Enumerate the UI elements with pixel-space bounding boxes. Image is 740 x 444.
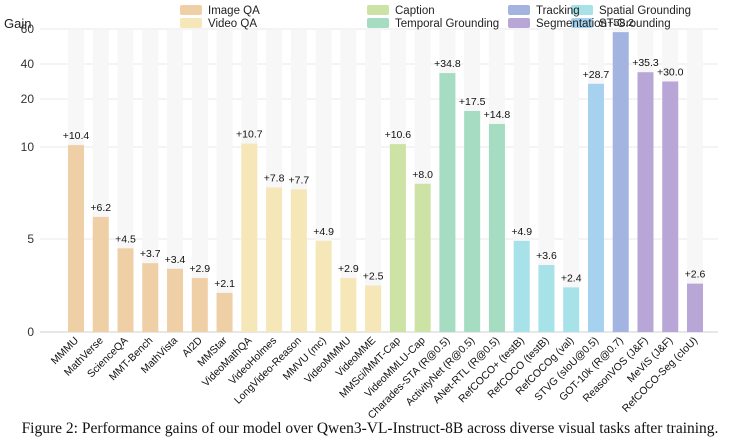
data-label: +8.0 xyxy=(412,169,433,181)
bar xyxy=(167,268,184,332)
data-label: +28.7 xyxy=(583,69,610,81)
bar xyxy=(365,285,382,332)
bar xyxy=(439,73,456,332)
bar xyxy=(117,248,134,332)
data-label: +4.9 xyxy=(313,226,334,238)
bar-background xyxy=(216,30,233,332)
data-label: +34.8 xyxy=(434,58,461,70)
bar xyxy=(191,278,208,332)
data-label: +2.4 xyxy=(561,272,582,284)
data-label: +35.3 xyxy=(632,57,659,69)
data-label: +2.1 xyxy=(214,278,235,290)
legend-label: Temporal Grounding xyxy=(395,18,499,30)
data-label: +30.0 xyxy=(657,67,684,79)
legend-label: Caption xyxy=(395,5,435,17)
bar-background xyxy=(365,30,382,332)
data-label: +4.9 xyxy=(511,226,532,238)
x-tick-labels: MMMUMathVerseScienceQAMMT-BenchMathVista… xyxy=(49,334,700,420)
bar xyxy=(488,123,505,333)
bar xyxy=(315,240,332,332)
bar xyxy=(92,216,109,332)
legend-label: Image QA xyxy=(208,5,260,17)
y-tick-label: 60 xyxy=(21,22,35,36)
bar-background xyxy=(340,30,357,332)
data-label: +7.8 xyxy=(264,172,285,184)
data-label: +2.5 xyxy=(363,271,384,283)
legend-swatch xyxy=(508,5,530,15)
legend-label: Tracking xyxy=(536,5,580,17)
bar xyxy=(612,32,629,333)
bar-background xyxy=(538,30,555,332)
bar xyxy=(389,144,406,332)
bar xyxy=(563,287,580,332)
bar-background xyxy=(191,30,208,332)
bar xyxy=(538,265,555,332)
data-label: +10.6 xyxy=(385,129,412,141)
legend-swatch xyxy=(180,5,202,15)
bar xyxy=(513,240,530,332)
bar xyxy=(587,83,604,333)
bar xyxy=(142,263,159,332)
y-tick-label: 10 xyxy=(21,140,35,154)
bars xyxy=(68,32,703,333)
data-label: +58.2 xyxy=(607,17,634,29)
legend-swatch xyxy=(571,5,593,15)
legend-label: Segmentation xyxy=(536,18,607,30)
bar-background xyxy=(142,30,159,332)
data-label: +3.4 xyxy=(165,254,186,266)
y-tick-label: 20 xyxy=(21,92,35,106)
data-label: +10.4 xyxy=(63,130,90,142)
data-label: +17.5 xyxy=(459,96,486,108)
bar xyxy=(216,292,233,332)
bar xyxy=(266,187,283,332)
legend-swatch xyxy=(367,18,389,28)
y-tick-label: 0 xyxy=(27,325,34,339)
bar xyxy=(414,183,431,332)
bar xyxy=(290,189,307,332)
bar-background xyxy=(563,30,580,332)
data-label: +3.6 xyxy=(536,250,557,262)
legend-swatch xyxy=(367,5,389,15)
legend-label: ST-Grounding xyxy=(599,18,671,30)
legend-label: Spatial Grounding xyxy=(599,5,691,17)
figure-caption: Figure 2: Performance gains of our model… xyxy=(21,420,719,437)
bar xyxy=(662,81,679,332)
y-tick-labels: 0 5 10 20 40 60 xyxy=(21,22,35,339)
bar xyxy=(68,145,84,332)
data-label: +2.6 xyxy=(685,269,706,281)
data-label: +4.5 xyxy=(115,233,136,245)
y-tick-label: 5 xyxy=(27,232,34,246)
legend-swatch xyxy=(508,18,530,28)
bar xyxy=(340,278,357,332)
data-label: +14.8 xyxy=(484,109,511,121)
data-label: +6.2 xyxy=(90,202,111,214)
y-tick-label: 40 xyxy=(21,57,35,71)
legend-swatch xyxy=(571,18,593,28)
data-label: +2.9 xyxy=(189,263,210,275)
legend-label: Video QA xyxy=(208,18,257,30)
bar xyxy=(464,111,481,332)
data-label: +7.7 xyxy=(288,174,309,186)
legend-swatch xyxy=(180,18,202,28)
bar-background xyxy=(167,30,184,332)
bar-background xyxy=(687,30,703,332)
bar xyxy=(241,143,258,332)
data-label: +10.7 xyxy=(236,129,263,141)
data-labels: +10.4+6.2+4.5+3.7 +3.4+2.9+2.1+10.7+7.8 +7… xyxy=(63,17,706,290)
data-label: +2.9 xyxy=(338,263,359,275)
bar xyxy=(687,283,703,332)
bar xyxy=(637,72,654,332)
y-axis-label: Gain xyxy=(4,16,31,31)
data-label: +3.7 xyxy=(140,248,161,260)
gain-bar-chart: +10.4+6.2+4.5+3.7 +3.4+2.9+2.1+10.7+7.8 +7… xyxy=(4,5,718,420)
